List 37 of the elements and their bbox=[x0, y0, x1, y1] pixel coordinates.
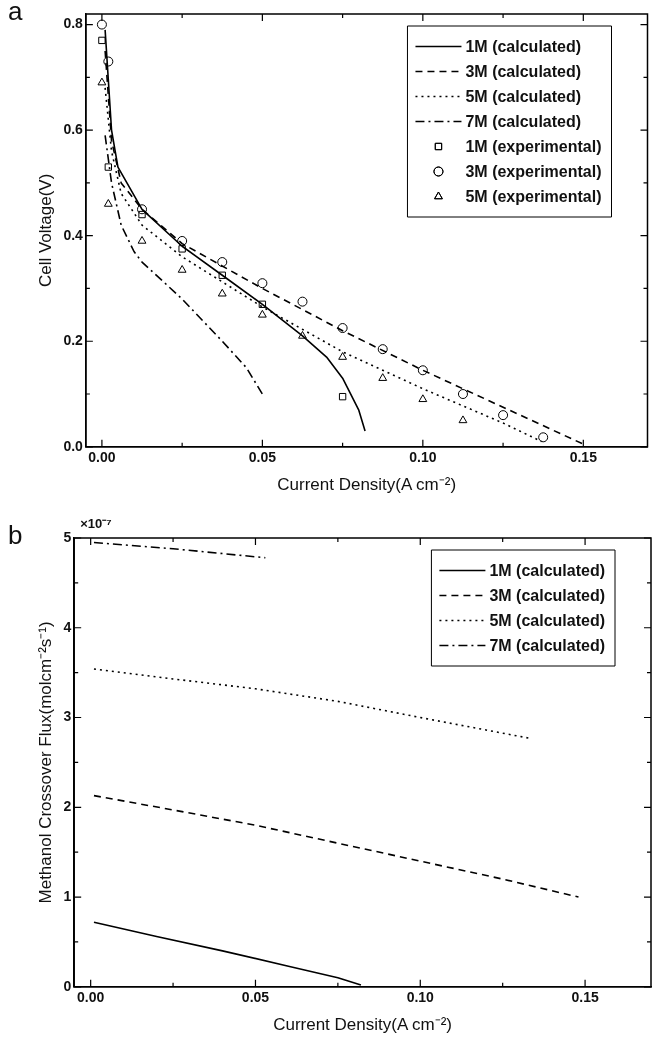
x-tick-label: 0.15 bbox=[569, 449, 598, 466]
legend-label: 3M (experimental) bbox=[465, 162, 602, 180]
x-tick-label: 0.15 bbox=[571, 989, 599, 1006]
x-tick-label: 0.05 bbox=[241, 989, 270, 1006]
legend-label: 3M (calculated) bbox=[465, 62, 582, 80]
y-tick-label: 1 bbox=[63, 887, 72, 904]
x-tick-label: 0.10 bbox=[409, 449, 437, 466]
y-tick-label: 0.2 bbox=[63, 332, 84, 349]
legend-label: 5M (experimental) bbox=[465, 187, 602, 205]
y-tick-label: 0.8 bbox=[63, 15, 84, 32]
text: ×10⁻⁷ bbox=[80, 516, 112, 532]
x-axis-title: Current Density(A cm⁻²) bbox=[273, 1015, 453, 1035]
y-tick-label: 0 bbox=[63, 977, 72, 994]
y-tick-label: 0.6 bbox=[63, 120, 84, 137]
legend-label: 3M (calculated) bbox=[489, 586, 606, 604]
y-tick-label: 3 bbox=[63, 708, 72, 725]
legend-label: 5M (calculated) bbox=[465, 87, 582, 105]
x-tick-label: 0.00 bbox=[77, 989, 105, 1006]
y-tick-label: 5 bbox=[63, 528, 72, 545]
x-tick-label: 0.00 bbox=[88, 449, 116, 466]
y-tick-label: 0.4 bbox=[63, 226, 84, 243]
y-axis-title: Methanol Crossover Flux(molcm⁻²s⁻¹) bbox=[35, 621, 55, 904]
legend-label: 7M (calculated) bbox=[465, 112, 582, 130]
legend-label: 5M (calculated) bbox=[489, 611, 606, 629]
legend-label: 1M (calculated) bbox=[489, 561, 606, 579]
text: a bbox=[8, 0, 23, 27]
y-tick-label: 0.0 bbox=[63, 437, 84, 454]
x-axis-title: Current Density(A cm⁻²) bbox=[277, 475, 457, 495]
legend-label: 7M (calculated) bbox=[489, 636, 606, 654]
text: b bbox=[8, 520, 23, 551]
y-tick-label: 4 bbox=[63, 618, 72, 635]
y-tick-label: 2 bbox=[63, 798, 72, 815]
x-tick-label: 0.05 bbox=[248, 449, 277, 466]
legend-label: 1M (calculated) bbox=[465, 37, 582, 55]
legend-label: 1M (experimental) bbox=[465, 137, 602, 155]
x-tick-label: 0.10 bbox=[406, 989, 435, 1006]
y-axis-title: Cell Voltage(V) bbox=[35, 173, 55, 288]
